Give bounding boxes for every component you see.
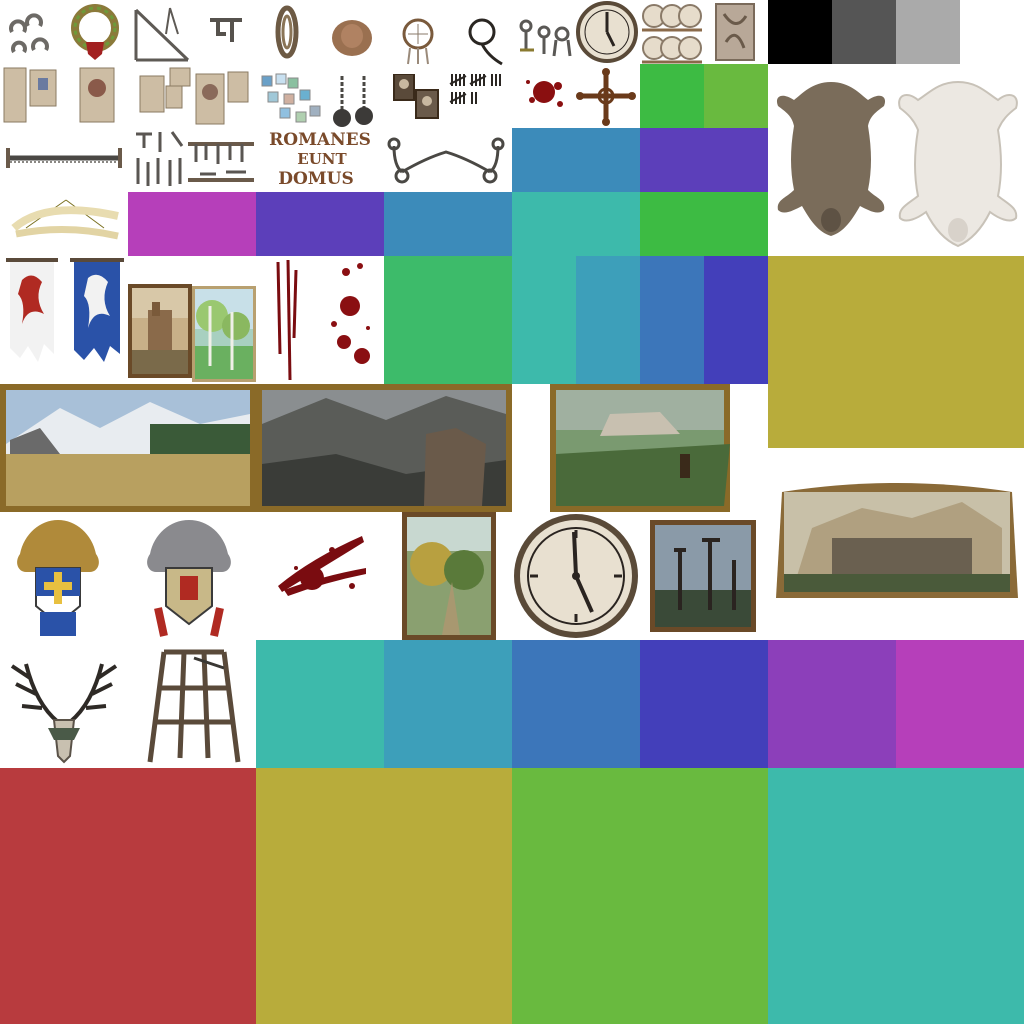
swatch-cyan-r5c — [576, 256, 640, 384]
swatch-blue-r9c — [512, 640, 640, 768]
swatch-lime-r2b — [704, 64, 768, 128]
swatch-lime-big — [512, 768, 768, 1024]
swatch-indigo-r9d — [640, 640, 768, 768]
swatch-green-r2a — [640, 64, 704, 128]
swatch-purple-r9e — [768, 640, 896, 768]
swatch-magenta-r9f — [896, 640, 1024, 768]
gold-dragon-crest-icon — [6, 512, 110, 640]
iron-hook-icon — [206, 14, 246, 48]
silver-dragon-crest-icon — [134, 512, 244, 640]
painting-birch-forest — [192, 286, 256, 382]
bear-skin-rug-brown-icon — [772, 70, 890, 240]
hand-tools-icon — [132, 128, 186, 188]
swatch-olive-large — [768, 256, 1024, 448]
painting-gallows — [650, 520, 756, 632]
swatch-indigo-r5e — [704, 256, 768, 384]
large-wall-clock-icon — [512, 512, 640, 640]
bear-skin-rug-white-icon — [894, 70, 1022, 250]
hanging-chains-icon — [328, 72, 378, 130]
swatch-violet-r3b — [640, 128, 768, 192]
blood-splatter-small-icon — [520, 70, 572, 114]
drafting-square-icon — [130, 4, 194, 64]
ornate-cross-icon — [574, 66, 638, 128]
swatch-teal-big — [768, 768, 1024, 1024]
small-wall-clock-icon — [576, 0, 638, 64]
swatch-blue-r5d — [640, 256, 704, 384]
banner-blue-icon — [68, 258, 126, 366]
iron-cage-rack-icon — [144, 648, 244, 764]
rope-coil-icon — [272, 4, 302, 62]
sign-line-2: EUNT — [297, 150, 347, 168]
sign-line-3: DOMUS — [278, 169, 353, 188]
swatch-teal-r5b — [512, 256, 576, 384]
painting-forest-path — [402, 512, 496, 640]
tally-marks-icon — [448, 72, 504, 108]
swatch-green-r5a — [384, 256, 512, 384]
painting-city-ruins — [772, 478, 1022, 608]
dreamcatcher-icon — [396, 12, 440, 66]
swatch-black — [768, 0, 832, 64]
whip-icon — [458, 14, 506, 66]
painting-mountain-valley — [0, 384, 256, 512]
swatch-green-r4e — [640, 192, 768, 256]
painting-dark-mountains — [256, 384, 512, 512]
blood-spots-icon — [326, 258, 376, 370]
wreath-shield-icon — [66, 2, 124, 62]
plates-shelf-icon — [640, 2, 704, 64]
swatch-blue-r4c — [384, 192, 512, 256]
deer-antler-trophy-icon — [6, 644, 122, 764]
swatch-dark-gray — [832, 0, 896, 64]
swatch-olive-big — [256, 768, 512, 1024]
swatch-teal-r9a — [256, 640, 384, 768]
swatch-magenta-r4a — [128, 192, 256, 256]
tusks-icon — [6, 194, 124, 240]
swatch-light-gray — [896, 0, 960, 64]
painting-hillside-castle — [550, 384, 730, 512]
swatch-blue-r3a — [512, 128, 640, 192]
banner-red-icon — [4, 258, 60, 366]
painting-castle — [128, 284, 192, 378]
romanes-sign: ROMANES EUNT DOMUS — [262, 128, 378, 188]
wanted-posters-icon — [2, 66, 126, 126]
swatch-indigo-r4b — [256, 192, 384, 256]
bow-saw-icon — [4, 140, 124, 176]
blood-drips-icon — [268, 258, 308, 382]
notices-icon — [136, 66, 252, 126]
horseshoes-icon — [4, 6, 58, 60]
hat-icon — [330, 12, 374, 60]
postcards-icon — [260, 72, 326, 128]
swatch-red-big — [0, 768, 256, 1024]
sign-line-1: ROMANES — [269, 130, 371, 150]
blood-spray-icon — [272, 528, 368, 604]
keys-icon — [516, 16, 576, 60]
swatch-teal-r4d — [512, 192, 640, 256]
wall-chains-icon — [386, 136, 508, 186]
swatch-cyan-r9b — [384, 640, 512, 768]
portraits-icon — [392, 74, 440, 120]
stone-relief-icon — [714, 2, 756, 62]
tool-rack-icon — [186, 134, 256, 188]
